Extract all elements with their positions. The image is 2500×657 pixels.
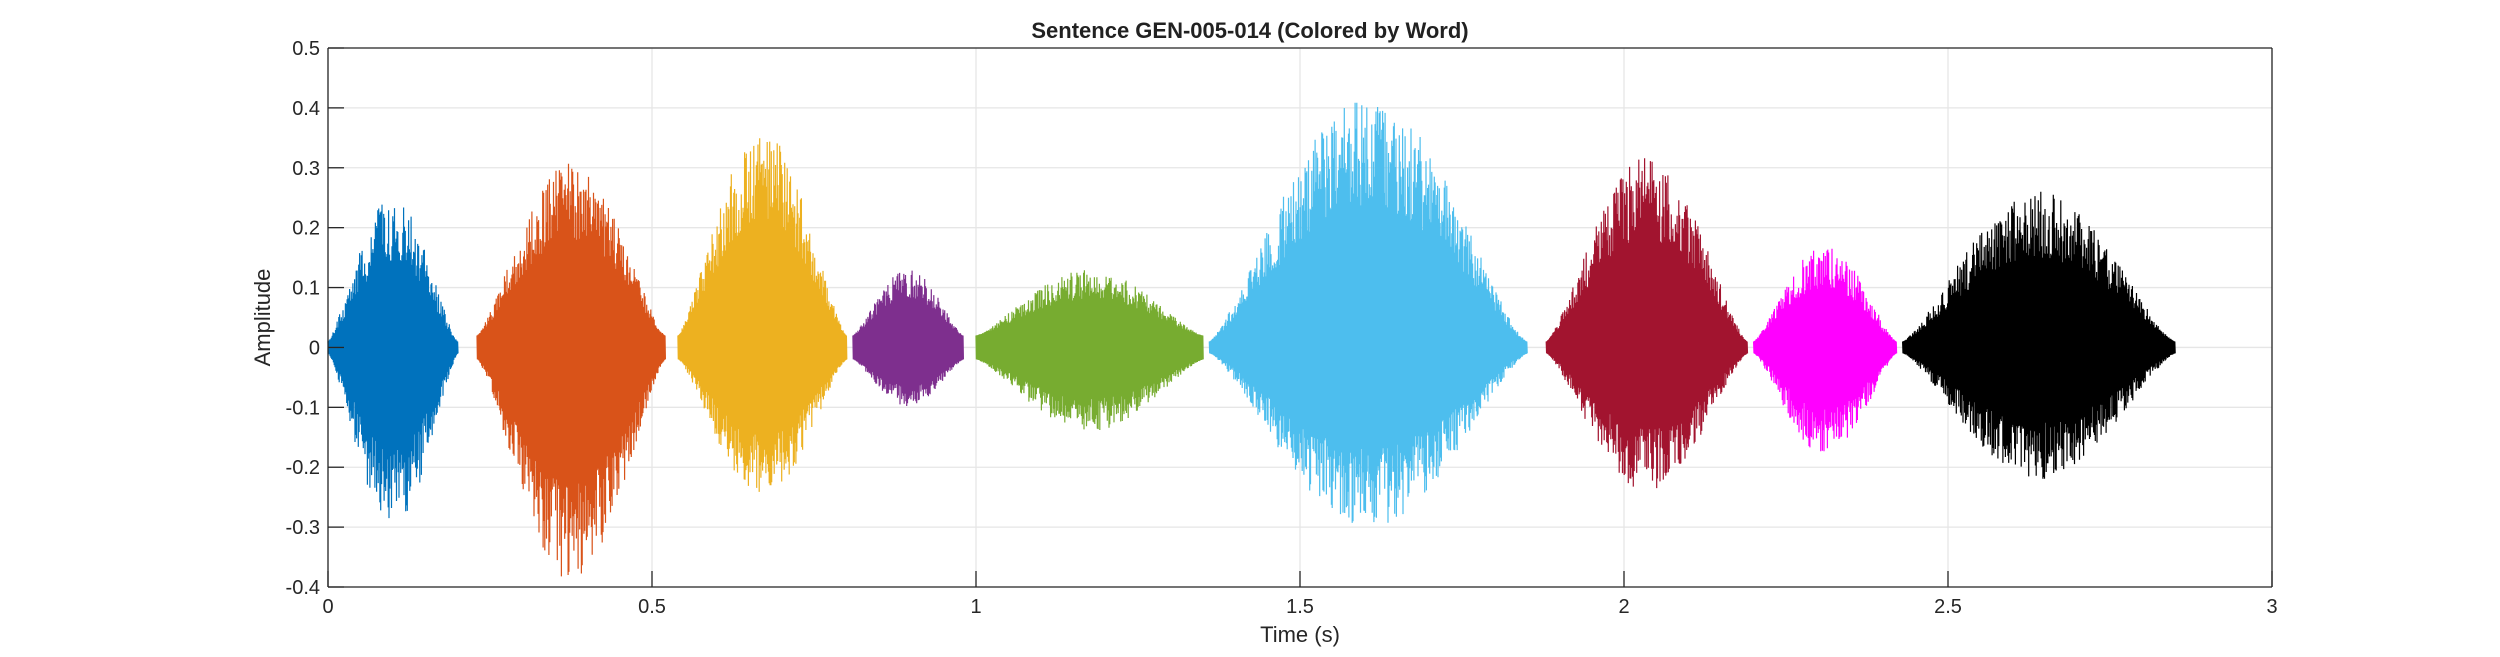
x-tick-label: 1 — [970, 596, 981, 618]
x-tick-label: 1.5 — [1286, 596, 1314, 618]
waveform-segment — [1902, 191, 2176, 479]
x-tick-label: 2 — [1618, 596, 1629, 618]
y-tick-label: 0.4 — [292, 98, 320, 120]
x-tick-label: 2.5 — [1934, 596, 1962, 618]
waveform-segment — [1753, 248, 1898, 452]
y-tick-label: 0 — [309, 337, 320, 359]
waveform-segment — [852, 270, 964, 407]
y-tick-label: -0.4 — [286, 577, 320, 599]
waveform-segment — [327, 204, 459, 519]
waveform-segment — [476, 163, 666, 577]
waveform-segment — [975, 270, 1204, 431]
waveform-segment — [1208, 102, 1528, 523]
y-tick-label: 0.5 — [292, 38, 320, 60]
y-tick-label: 0.2 — [292, 218, 320, 240]
waveform-segment — [677, 138, 848, 492]
y-tick-label: 0.3 — [292, 158, 320, 180]
x-tick-label: 0.5 — [638, 596, 666, 618]
y-axis-label: Amplitude — [250, 269, 275, 367]
y-tick-label: -0.3 — [286, 517, 320, 539]
axes: 0 0.5 1 1.5 2 2.5 3 -0.4 -0.3 -0.2 -0.1 0 0.1 0.2 0.3 0… — [286, 38, 2278, 618]
y-tick-label: -0.2 — [286, 457, 320, 479]
x-tick-label: 0 — [322, 596, 333, 618]
y-tick-label: -0.1 — [286, 397, 320, 419]
x-axis-label: Time (s) — [1260, 622, 1340, 647]
waveform-segment — [1545, 158, 1749, 489]
chart-title: Sentence GEN-005-014 (Colored by Word) — [1031, 18, 1469, 43]
y-tick-label: 0.1 — [292, 278, 320, 300]
x-tick-label: 3 — [2266, 596, 2277, 618]
waveform — [327, 102, 2176, 577]
